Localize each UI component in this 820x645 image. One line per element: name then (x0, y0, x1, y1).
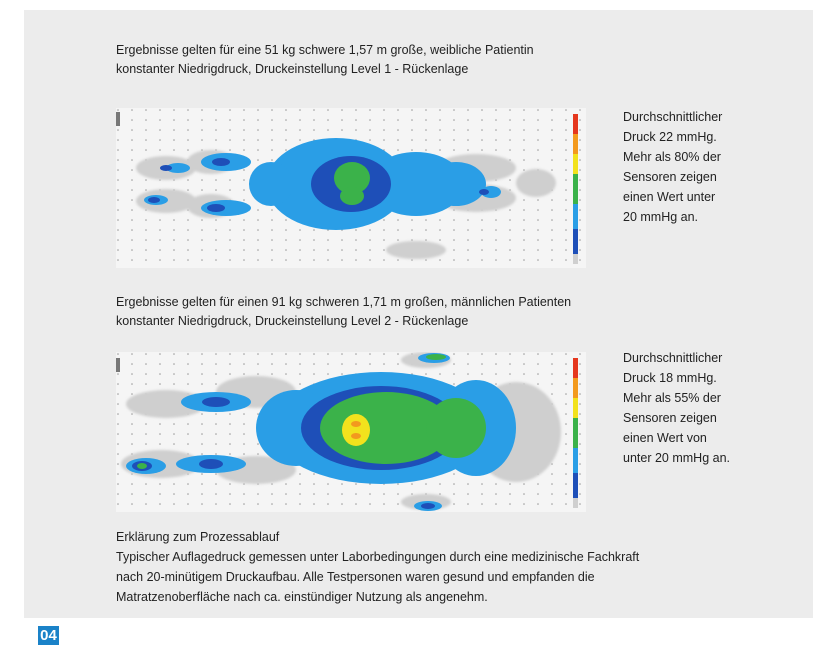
summary-male-line: Druck 18 mmHg. (623, 371, 717, 385)
summary-female-line: Durchschnittlicher (623, 110, 723, 124)
summary-female-line: 20 mmHg an. (623, 210, 699, 224)
pressure-map-female (116, 108, 586, 268)
summary-male-line: einen Wert von (623, 431, 707, 445)
summary-female-line: Sensoren zeigen (623, 170, 717, 184)
page-number: 04 (38, 626, 59, 645)
summary-male: Durchschnittlicher Druck 18 mmHg. Mehr a… (623, 348, 773, 468)
explanation-title: Erklärung zum Prozessablauf (116, 530, 280, 544)
scale-marker (116, 358, 120, 372)
summary-male-line: unter 20 mmHg an. (623, 451, 730, 465)
explanation-line: nach 20-minütigem Druckaufbau. Alle Test… (116, 570, 595, 584)
caption-male-line1: Ergebnisse gelten für einen 91 kg schwer… (116, 295, 572, 309)
caption-female: Ergebnisse gelten für eine 51 kg schwere… (116, 41, 534, 79)
caption-male-line2: konstanter Niedrigdruck, Druckeinstellun… (116, 314, 469, 328)
process-explanation: Erklärung zum Prozessablauf Typischer Au… (116, 527, 776, 607)
scale-marker (116, 112, 120, 126)
summary-female-line: Mehr als 80% der (623, 150, 721, 164)
summary-male-line: Sensoren zeigen (623, 411, 717, 425)
caption-male: Ergebnisse gelten für einen 91 kg schwer… (116, 293, 571, 331)
color-scale (573, 114, 578, 264)
summary-female: Durchschnittlicher Druck 22 mmHg. Mehr a… (623, 107, 773, 227)
caption-female-line2: konstanter Niedrigdruck, Druckeinstellun… (116, 62, 469, 76)
summary-female-line: einen Wert unter (623, 190, 716, 204)
summary-male-line: Mehr als 55% der (623, 391, 721, 405)
summary-male-line: Durchschnittlicher (623, 351, 723, 365)
pressure-map-male (116, 352, 586, 512)
explanation-line: Typischer Auflagedruck gemessen unter La… (116, 550, 640, 564)
caption-female-line1: Ergebnisse gelten für eine 51 kg schwere… (116, 43, 534, 57)
summary-female-line: Druck 22 mmHg. (623, 130, 717, 144)
color-scale (573, 358, 578, 508)
explanation-line: Matratzenoberfläche nach ca. einstündige… (116, 590, 488, 604)
